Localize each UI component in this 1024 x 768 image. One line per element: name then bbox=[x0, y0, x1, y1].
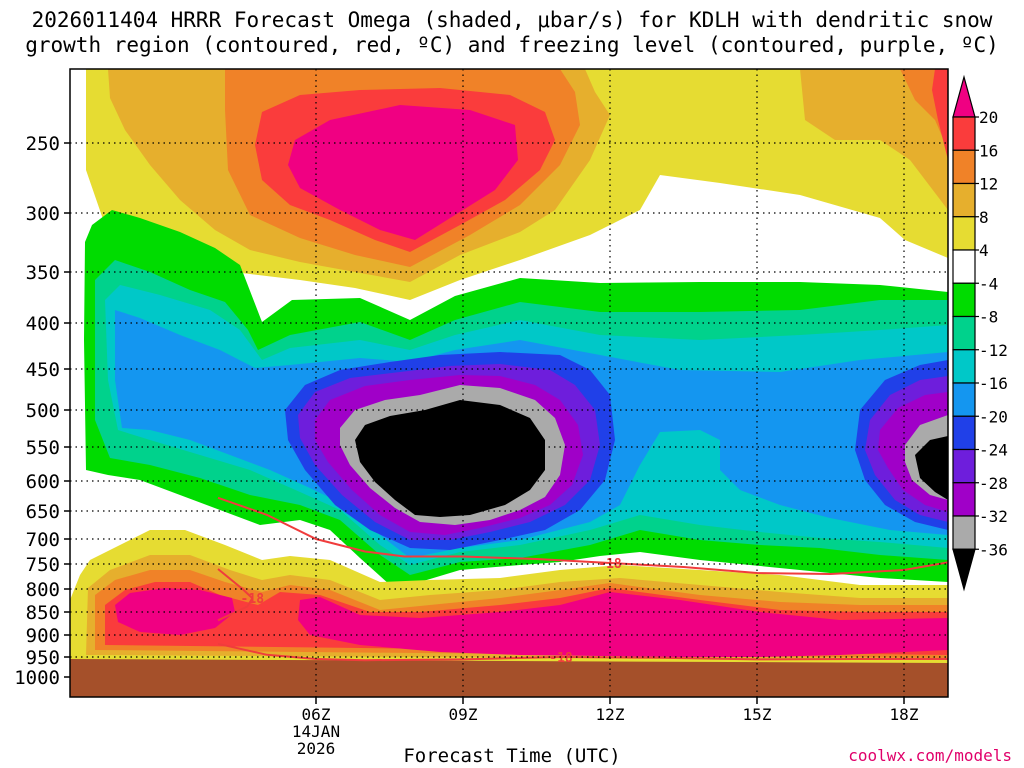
y-tick-label-950: 950 bbox=[26, 647, 60, 669]
y-tick-label-300: 300 bbox=[26, 203, 60, 225]
y-tick-label-250: 250 bbox=[26, 133, 60, 155]
colorbar-bin-4 bbox=[952, 216, 976, 251]
colorbar-bin-5 bbox=[952, 249, 976, 284]
title-line-2: growth region (contoured, red, ºC) and f… bbox=[25, 33, 999, 57]
colorbar-bin-2 bbox=[952, 149, 976, 185]
y-tick-label-700: 700 bbox=[26, 529, 60, 551]
omega-shading bbox=[70, 69, 948, 697]
colorbar-label: 12 bbox=[979, 175, 998, 194]
ground bbox=[70, 659, 948, 697]
x-date-day: 14JAN bbox=[292, 722, 340, 741]
y-tick-label-450: 450 bbox=[26, 359, 60, 381]
colorbar-bin-3 bbox=[952, 182, 976, 218]
colorbar-bottom-arrow bbox=[952, 548, 976, 592]
colorbar-label: 8 bbox=[979, 208, 989, 227]
time-axis: 06Z14JAN202609Z12Z15Z18Z21Z bbox=[292, 697, 919, 758]
colorbar-label: -24 bbox=[979, 441, 1008, 460]
y-tick-label-750: 750 bbox=[26, 554, 60, 576]
y-tick-label-600: 600 bbox=[26, 471, 60, 493]
colorbar-label: -32 bbox=[979, 507, 1008, 526]
colorbar-label: -4 bbox=[979, 274, 998, 293]
omega-region-red-right-upper bbox=[932, 69, 948, 160]
y-tick-label-650: 650 bbox=[26, 501, 60, 523]
colorbar-label: 20 bbox=[979, 108, 998, 127]
omega-region-magenta-upper bbox=[288, 105, 518, 240]
colorbar-bin-8 bbox=[952, 349, 976, 384]
x-tick-label-12Z: 12Z bbox=[596, 705, 625, 724]
y-tick-label-350: 350 bbox=[26, 262, 60, 284]
omega-region-magenta-lower-main bbox=[298, 592, 948, 657]
colorbar-bin-1 bbox=[952, 116, 976, 151]
y-tick-label-900: 900 bbox=[26, 625, 60, 647]
dendritic-contour-2 bbox=[217, 568, 254, 622]
colorbar-label: -16 bbox=[979, 374, 1008, 393]
title-line-1: 2026011404 HRRR Forecast Omega (shaded, … bbox=[31, 8, 993, 32]
omega-region-gold-right-upper bbox=[800, 69, 948, 210]
colorbar-label: -28 bbox=[979, 474, 1008, 493]
colorbar-bin-12 bbox=[952, 482, 976, 517]
x-tick-label-09Z: 09Z bbox=[449, 705, 478, 724]
colorbar-label: -20 bbox=[979, 407, 1008, 426]
colorbar-label: -36 bbox=[979, 540, 1008, 559]
y-tick-label-1000: 1000 bbox=[14, 667, 60, 689]
colorbar-bin-6 bbox=[952, 282, 976, 318]
y-tick-label-500: 500 bbox=[26, 400, 60, 422]
site-credit: coolwx.com/models bbox=[848, 746, 1012, 765]
pressure-axis: 2503003504004505005506006507007508008509… bbox=[14, 133, 70, 689]
x-tick-label-15Z: 15Z bbox=[743, 705, 772, 724]
dendritic-contour-1 bbox=[217, 496, 948, 576]
colorbar-bin-7 bbox=[952, 315, 976, 351]
colorbar-label: 4 bbox=[979, 241, 989, 260]
contour-label-3: -18 bbox=[549, 651, 573, 666]
x-date-year: 2026 bbox=[297, 739, 336, 758]
colorbar-bin-11 bbox=[952, 448, 976, 484]
x-axis-title: Forecast Time (UTC) bbox=[403, 745, 621, 767]
contour-label-2: -18 bbox=[241, 592, 265, 607]
colorbar-label: 16 bbox=[979, 141, 998, 160]
colorbar-label: -12 bbox=[979, 341, 1008, 360]
colorbar-bin-9 bbox=[952, 382, 976, 417]
colorbar-label: -8 bbox=[979, 308, 998, 327]
omega-region-black-core bbox=[355, 400, 545, 517]
colorbar-bin-10 bbox=[952, 415, 976, 451]
omega-region-black-right bbox=[915, 436, 948, 500]
y-tick-label-800: 800 bbox=[26, 579, 60, 601]
x-tick-label-06Z: 06Z bbox=[302, 705, 331, 724]
chart-title: 2026011404 HRRR Forecast Omega (shaded, … bbox=[0, 8, 1024, 58]
colorbar-bin-13 bbox=[952, 515, 976, 550]
grid bbox=[70, 69, 948, 697]
y-tick-label-850: 850 bbox=[26, 602, 60, 624]
x-tick-label-18Z: 18Z bbox=[890, 705, 919, 724]
colorbar: 20 16 12 8 4 -4 -8 -12 -16 -20 -24 -28 -32 -36 bbox=[952, 74, 1008, 592]
y-tick-label-550: 550 bbox=[26, 437, 60, 459]
colorbar-top-arrow bbox=[952, 74, 976, 118]
plot-frame bbox=[69, 68, 949, 698]
y-tick-label-400: 400 bbox=[26, 313, 60, 335]
